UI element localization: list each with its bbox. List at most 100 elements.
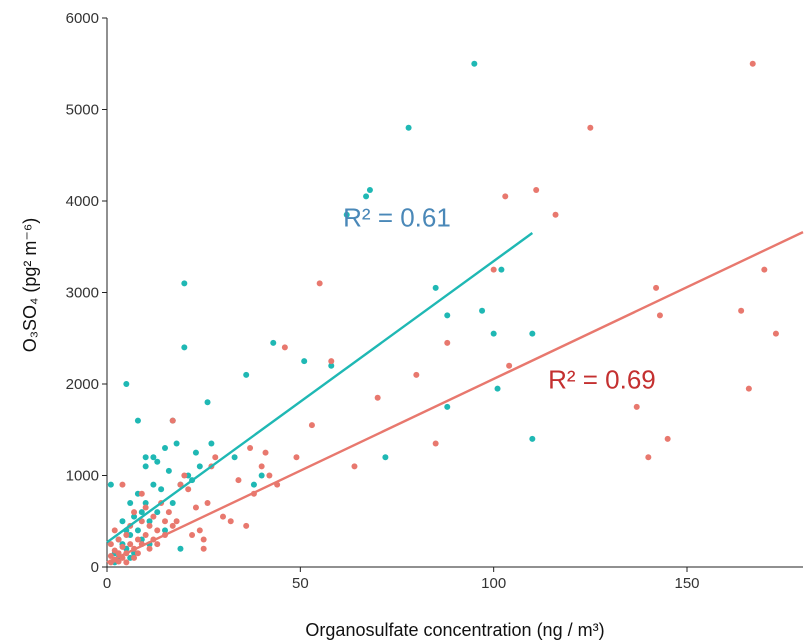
data-point xyxy=(181,472,188,479)
data-point xyxy=(235,477,242,484)
data-point xyxy=(281,344,288,351)
data-point xyxy=(343,211,350,218)
data-point xyxy=(247,445,254,452)
data-point xyxy=(146,545,153,552)
data-point xyxy=(150,454,157,461)
data-point xyxy=(123,531,130,538)
data-point xyxy=(138,490,145,497)
regression-lines xyxy=(106,231,804,564)
data-point xyxy=(366,187,373,194)
data-point xyxy=(645,454,652,461)
data-point xyxy=(138,509,145,516)
data-point xyxy=(490,266,497,273)
data-point xyxy=(131,509,138,516)
data-points xyxy=(107,60,779,566)
data-point xyxy=(192,449,199,456)
data-point xyxy=(107,541,114,548)
data-point xyxy=(208,440,215,447)
data-point xyxy=(142,463,149,470)
data-point xyxy=(127,499,134,506)
data-point xyxy=(165,467,172,474)
data-point xyxy=(173,440,180,447)
data-point xyxy=(761,266,768,273)
data-point xyxy=(432,284,439,291)
data-point xyxy=(181,344,188,351)
data-point xyxy=(533,187,540,194)
x-axis: 0 50 100 150 xyxy=(103,566,803,592)
data-point xyxy=(142,499,149,506)
y-tick-label: 6000 xyxy=(66,10,99,27)
data-point xyxy=(146,522,153,529)
data-point xyxy=(150,513,157,520)
data-point xyxy=(212,454,219,461)
data-point xyxy=(444,403,451,410)
data-point xyxy=(150,481,157,488)
data-point xyxy=(490,330,497,337)
y-tick-label: 3000 xyxy=(66,285,99,302)
data-point xyxy=(181,280,188,287)
r-squared-label: R² = 0.69 xyxy=(548,365,656,395)
data-point xyxy=(471,60,478,67)
data-point xyxy=(169,499,176,506)
x-tick-label: 100 xyxy=(481,575,506,592)
data-point xyxy=(231,454,238,461)
data-point xyxy=(142,504,149,511)
data-point xyxy=(123,559,130,566)
data-point xyxy=(119,543,126,550)
r-squared-label: R² = 0.61 xyxy=(343,203,451,233)
data-point xyxy=(316,280,323,287)
data-point xyxy=(498,266,505,273)
data-point xyxy=(405,124,412,131)
data-point xyxy=(162,527,168,534)
data-point xyxy=(494,385,501,392)
data-point xyxy=(142,531,149,538)
data-point xyxy=(123,381,130,387)
data-point xyxy=(154,541,161,548)
data-point xyxy=(266,472,273,479)
data-point xyxy=(587,124,594,131)
data-point xyxy=(111,527,118,534)
data-point xyxy=(115,558,122,565)
data-point xyxy=(131,513,138,520)
regression-line xyxy=(106,231,804,564)
data-point xyxy=(243,522,250,529)
data-point xyxy=(363,193,370,200)
regression-line xyxy=(106,232,534,544)
data-point xyxy=(185,486,192,493)
data-point xyxy=(444,339,451,346)
y-tick-label: 1000 xyxy=(66,468,99,485)
data-point xyxy=(177,545,184,552)
x-axis-title: Organosulfate concentration (ng / m³) xyxy=(305,620,604,640)
data-point xyxy=(134,550,141,557)
data-point xyxy=(328,358,335,365)
data-point xyxy=(656,312,663,319)
data-point xyxy=(196,463,203,470)
data-point xyxy=(772,330,779,337)
data-point xyxy=(131,554,138,561)
data-point xyxy=(745,385,752,392)
data-point xyxy=(127,541,134,548)
data-point xyxy=(177,481,184,488)
data-point xyxy=(189,531,196,538)
data-point xyxy=(173,518,180,525)
data-point xyxy=(262,449,269,456)
data-point xyxy=(227,518,234,525)
data-point xyxy=(162,445,168,452)
data-point xyxy=(308,422,315,429)
y-axis: 0 1000 2000 3000 4000 5000 6000 xyxy=(66,10,108,576)
data-point xyxy=(633,403,640,410)
data-point xyxy=(749,60,756,67)
data-point xyxy=(192,504,199,511)
annotations: R² = 0.61 R² = 0.69 xyxy=(343,203,656,395)
data-point xyxy=(220,513,226,520)
data-point xyxy=(738,307,745,314)
data-point xyxy=(529,330,536,337)
data-point xyxy=(653,284,660,291)
data-point xyxy=(165,509,172,516)
data-point xyxy=(134,417,141,424)
data-point xyxy=(243,371,250,378)
data-point xyxy=(107,553,114,560)
data-point xyxy=(250,481,257,488)
data-point xyxy=(552,211,559,218)
